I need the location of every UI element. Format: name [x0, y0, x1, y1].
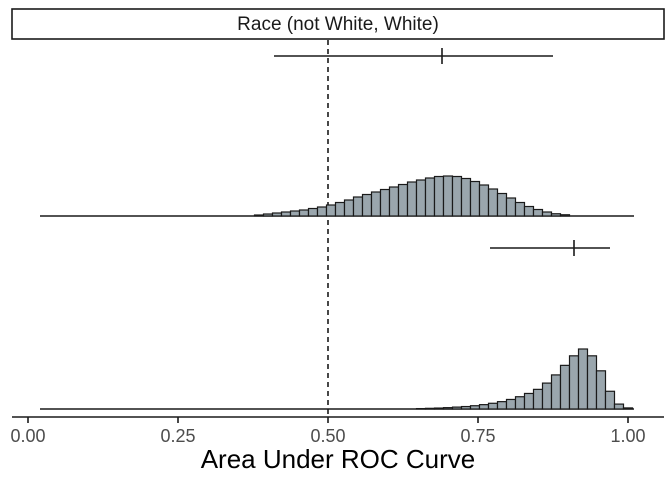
histogram-bar: [361, 193, 373, 217]
histogram-bar: [496, 401, 508, 410]
histogram-bar: [460, 405, 472, 410]
histogram-bar: [370, 191, 382, 217]
histogram-bar: [595, 370, 607, 410]
x-tick-label: 0.75: [460, 426, 495, 446]
histogram-bar: [487, 188, 499, 217]
x-tick-label: 0.50: [310, 426, 345, 446]
x-tick-label: 1.00: [610, 426, 645, 446]
histogram-bar: [325, 204, 337, 217]
histogram-bar: [541, 382, 553, 410]
histogram-bar: [478, 404, 490, 410]
plot-area: [40, 40, 634, 417]
histogram-bar: [271, 212, 283, 217]
histogram-bar: [523, 392, 535, 410]
histogram-bar: [559, 364, 571, 410]
histogram-bar: [424, 407, 436, 410]
histogram-bar: [496, 192, 508, 217]
histogram-bar: [352, 196, 364, 217]
histogram-bar: [298, 209, 310, 217]
histogram-bar: [568, 355, 580, 410]
histogram-bar: [433, 407, 445, 410]
histogram-bar: [442, 407, 454, 410]
histogram-bar: [541, 211, 553, 217]
panel-strip-box: [11, 8, 665, 40]
histogram-bar: [415, 179, 427, 217]
histogram-bar: [316, 206, 328, 217]
histogram-bar: [388, 186, 400, 217]
histogram-bar: [307, 207, 319, 217]
distribution-row-2: [40, 240, 634, 410]
histogram-bar: [379, 188, 391, 217]
histogram-bar: [532, 208, 544, 217]
histogram-bar: [478, 184, 490, 217]
x-axis: 0.00 0.25 0.50 0.75 1.00: [10, 416, 664, 446]
histogram-bar: [505, 398, 517, 410]
histogram-bar: [424, 177, 436, 217]
histogram-bar: [262, 213, 274, 217]
histogram-bar: [253, 214, 265, 217]
histogram-bar: [505, 197, 517, 217]
histogram-bar: [451, 175, 463, 217]
x-axis-title: Area Under ROC Curve: [201, 444, 476, 474]
histogram-bar: [550, 374, 562, 410]
histogram-bar: [397, 183, 409, 217]
histogram-bar: [334, 201, 346, 217]
histogram-bar: [343, 199, 355, 217]
x-tick-label: 0.25: [160, 426, 195, 446]
histogram-bar: [523, 205, 535, 217]
histogram-bar: [280, 211, 292, 217]
histogram-bar: [469, 180, 481, 217]
panel-strip: Race (not White, White): [11, 8, 665, 40]
histogram-bar: [514, 201, 526, 217]
histogram-bar: [559, 214, 571, 217]
histogram-bar: [406, 181, 418, 217]
histogram-bar: [622, 407, 634, 410]
histogram-bar: [604, 390, 616, 410]
histogram-bar: [577, 348, 589, 410]
histogram-bar: [586, 355, 598, 410]
histogram-bar: [451, 406, 463, 410]
histogram-bar: [289, 210, 301, 217]
histogram-bar: [550, 213, 562, 217]
histogram-bar: [442, 175, 454, 217]
x-tick-label: 0.00: [10, 426, 45, 446]
histogram-bar: [469, 405, 481, 410]
histogram-bar: [613, 403, 625, 410]
histogram-bar: [487, 402, 499, 410]
histogram-bar: [532, 388, 544, 410]
histogram-bar: [514, 396, 526, 410]
histogram-bar: [433, 175, 445, 217]
histogram-bar: [460, 177, 472, 217]
panel-title: Race (not White, White): [237, 14, 439, 35]
distribution-row-1: [40, 48, 634, 217]
